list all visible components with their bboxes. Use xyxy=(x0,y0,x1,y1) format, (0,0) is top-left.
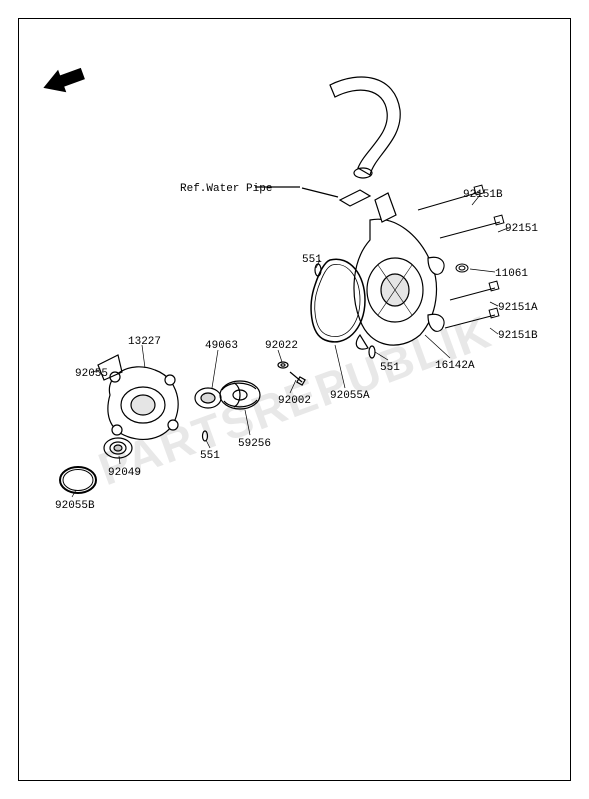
part-label: 551 xyxy=(302,254,322,266)
part-label: 59256 xyxy=(238,438,271,450)
part-label: 92055B xyxy=(55,500,95,512)
part-label: 92151A xyxy=(498,302,538,314)
reference-label: Ref.Water Pipe xyxy=(180,183,272,195)
part-label: 49063 xyxy=(205,340,238,352)
part-label: 13227 xyxy=(128,336,161,348)
part-label: 92022 xyxy=(265,340,298,352)
part-label: 551 xyxy=(200,450,220,462)
part-label: 92002 xyxy=(278,395,311,407)
nav-arrow-icon xyxy=(40,60,90,105)
part-label: 92151B xyxy=(463,189,503,201)
part-label: 16142A xyxy=(435,360,475,372)
part-label: 92151 xyxy=(505,223,538,235)
part-label: 92055A xyxy=(330,390,370,402)
part-label: 92151B xyxy=(498,330,538,342)
part-label: 551 xyxy=(380,362,400,374)
part-label: 92049 xyxy=(108,467,141,479)
part-label: 92055 xyxy=(75,368,108,380)
part-label: 11061 xyxy=(495,268,528,280)
